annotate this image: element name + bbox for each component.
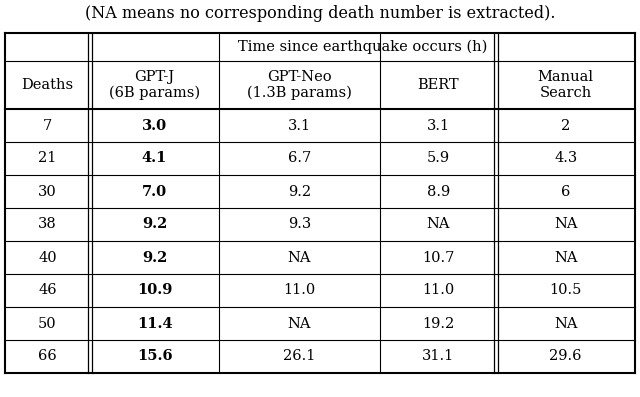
Text: BERT: BERT (417, 78, 459, 92)
Text: NA: NA (554, 218, 577, 231)
Text: GPT-Neo
(1.3B params): GPT-Neo (1.3B params) (247, 69, 352, 100)
Text: 19.2: 19.2 (422, 316, 454, 330)
Text: 66: 66 (38, 349, 57, 364)
Text: 4.1: 4.1 (142, 152, 167, 166)
Text: 11.4: 11.4 (137, 316, 172, 330)
Text: 50: 50 (38, 316, 57, 330)
Text: 4.3: 4.3 (554, 152, 577, 166)
Text: 9.2: 9.2 (142, 251, 167, 264)
Text: 3.0: 3.0 (142, 118, 167, 133)
Text: 21: 21 (38, 152, 57, 166)
Text: 10.5: 10.5 (550, 283, 582, 297)
Text: NA: NA (554, 251, 577, 264)
Text: NA: NA (288, 316, 311, 330)
Text: 7: 7 (43, 118, 52, 133)
Text: 10.9: 10.9 (137, 283, 172, 297)
Text: 15.6: 15.6 (137, 349, 172, 364)
Text: 8.9: 8.9 (426, 185, 450, 198)
Text: 9.2: 9.2 (288, 185, 311, 198)
Text: Manual
Search: Manual Search (538, 70, 594, 100)
Text: 31.1: 31.1 (422, 349, 454, 364)
Text: GPT-J
(6B params): GPT-J (6B params) (109, 69, 200, 100)
Text: NA: NA (426, 218, 450, 231)
Text: 40: 40 (38, 251, 57, 264)
Text: 9.3: 9.3 (288, 218, 311, 231)
Text: 29.6: 29.6 (550, 349, 582, 364)
Text: 3.1: 3.1 (427, 118, 450, 133)
Text: 30: 30 (38, 185, 57, 198)
Text: 26.1: 26.1 (284, 349, 316, 364)
Text: 6.7: 6.7 (288, 152, 311, 166)
Text: (NA means no corresponding death number is extracted).: (NA means no corresponding death number … (84, 6, 556, 23)
Text: NA: NA (554, 316, 577, 330)
Text: 11.0: 11.0 (284, 283, 316, 297)
Text: 10.7: 10.7 (422, 251, 454, 264)
Text: Time since earthquake occurs (h): Time since earthquake occurs (h) (238, 40, 487, 54)
Text: 7.0: 7.0 (142, 185, 167, 198)
Text: 3.1: 3.1 (288, 118, 311, 133)
Text: 5.9: 5.9 (427, 152, 450, 166)
Text: Deaths: Deaths (22, 78, 74, 92)
Text: 38: 38 (38, 218, 57, 231)
Text: 11.0: 11.0 (422, 283, 454, 297)
Text: NA: NA (288, 251, 311, 264)
Text: 9.2: 9.2 (142, 218, 167, 231)
Text: 6: 6 (561, 185, 570, 198)
Text: 46: 46 (38, 283, 57, 297)
Text: 2: 2 (561, 118, 570, 133)
